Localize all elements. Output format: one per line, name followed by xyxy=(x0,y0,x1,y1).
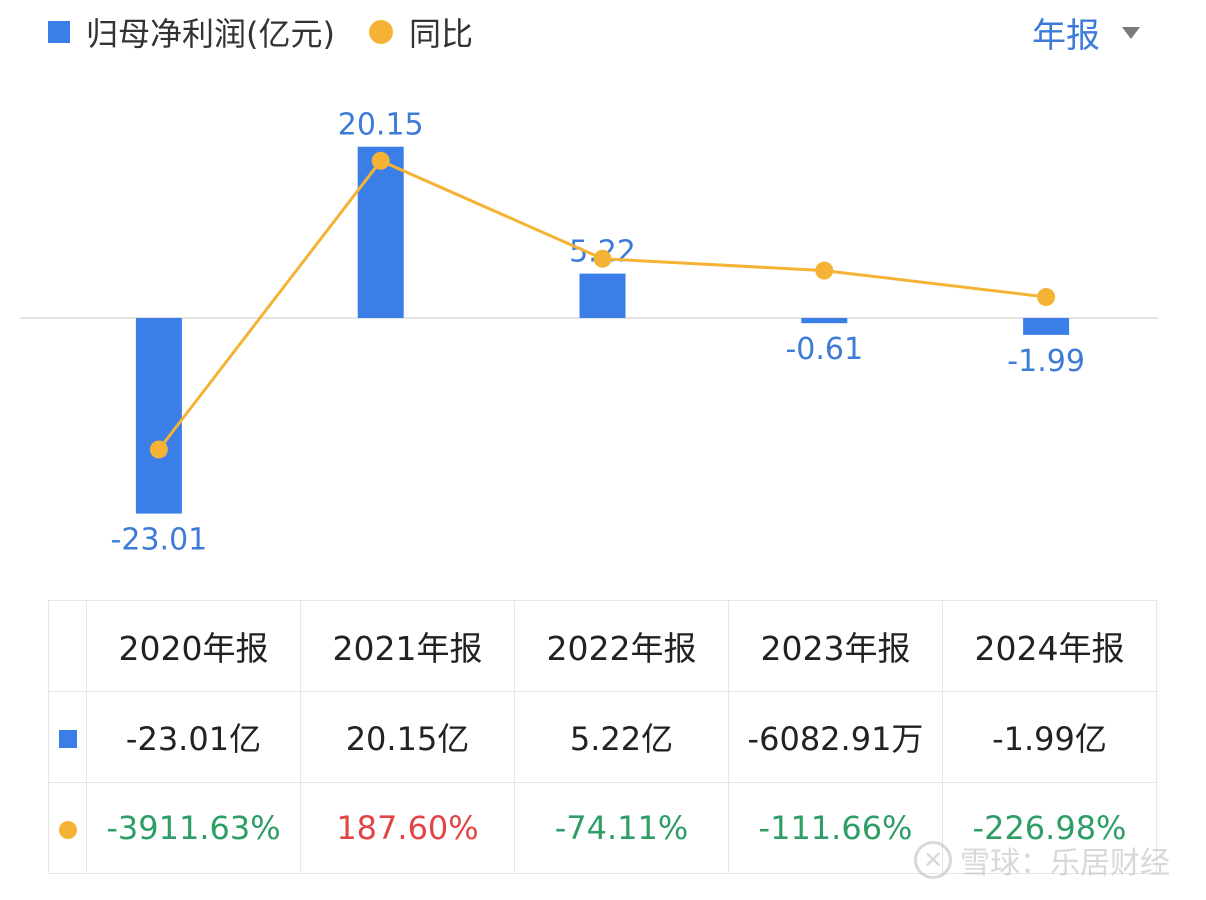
table-header-cell: 2024年报 xyxy=(942,600,1157,692)
profit-cell: 5.22亿 xyxy=(514,691,729,783)
profit-cell: -1.99亿 xyxy=(942,691,1157,783)
table-header-row: 2020年报 2021年报 2022年报 2023年报 2024年报 xyxy=(48,600,1157,692)
table-header-cell: 2020年报 xyxy=(86,600,301,692)
period-selector-label: 年报 xyxy=(1032,16,1100,56)
bar-value-label: -23.01 xyxy=(111,523,208,558)
bar-value-label: -0.61 xyxy=(785,332,863,367)
yoy-point-2020年报 xyxy=(149,440,168,459)
profit-cell: 20.15亿 xyxy=(300,691,515,783)
yoy-cell: -226.98% xyxy=(942,782,1157,874)
yoy-cell: -74.11% xyxy=(514,782,729,874)
watermark: ✕ 雪球：乐居财经 xyxy=(914,838,1170,882)
yoy-point-2022年报 xyxy=(593,249,612,268)
yoy-cell: 187.60% xyxy=(300,782,515,874)
table-header-cell: 2023年报 xyxy=(728,600,943,692)
data-table: 2020年报 2021年报 2022年报 2023年报 2024年报 -23.0… xyxy=(48,600,1157,874)
table-corner-cell xyxy=(48,600,87,692)
table-header-cell: 2021年报 xyxy=(300,600,515,692)
watermark-text: 雪球：乐居财经 xyxy=(960,846,1170,881)
bar-2021年报 xyxy=(357,146,404,318)
yoy-cell: -3911.63% xyxy=(86,782,301,874)
caret-down-icon xyxy=(1122,26,1140,39)
dot-marker-icon xyxy=(58,821,77,839)
profit-cell: -6082.91万 xyxy=(728,691,943,783)
profit-cell: -23.01亿 xyxy=(86,691,301,783)
table-header-cell: 2022年报 xyxy=(514,600,729,692)
bar-legend-label: 归母净利润(亿元) xyxy=(86,15,335,53)
bar-2024年报 xyxy=(1023,318,1070,335)
bar-2023年报 xyxy=(801,318,848,324)
yoy-point-2024年报 xyxy=(1037,288,1056,307)
period-selector[interactable]: 年报 xyxy=(1032,8,1140,57)
xueqiu-logo-icon: ✕ xyxy=(914,841,952,879)
chart-legend: 归母净利润(亿元) 同比 xyxy=(48,10,473,54)
bar-value-label: 20.15 xyxy=(338,108,424,143)
yoy-point-2021年报 xyxy=(371,151,390,170)
table-row-yoy: -3911.63% 187.60% -74.11% -111.66% -226.… xyxy=(48,782,1157,874)
square-marker-icon xyxy=(58,730,77,748)
row-marker-cell xyxy=(48,782,87,874)
yoy-cell: -111.66% xyxy=(728,782,943,874)
bar-value-label: -1.99 xyxy=(1007,344,1085,379)
line-legend-swatch xyxy=(368,20,393,44)
yoy-point-2023年报 xyxy=(815,261,834,280)
bar-legend-swatch xyxy=(48,21,70,43)
bar-2022年报 xyxy=(579,273,626,318)
line-legend-label: 同比 xyxy=(408,15,473,53)
row-marker-cell xyxy=(48,691,87,783)
bar-2020年报 xyxy=(135,318,182,514)
table-row-profit: -23.01亿 20.15亿 5.22亿 -6082.91万 -1.99亿 xyxy=(48,691,1157,783)
